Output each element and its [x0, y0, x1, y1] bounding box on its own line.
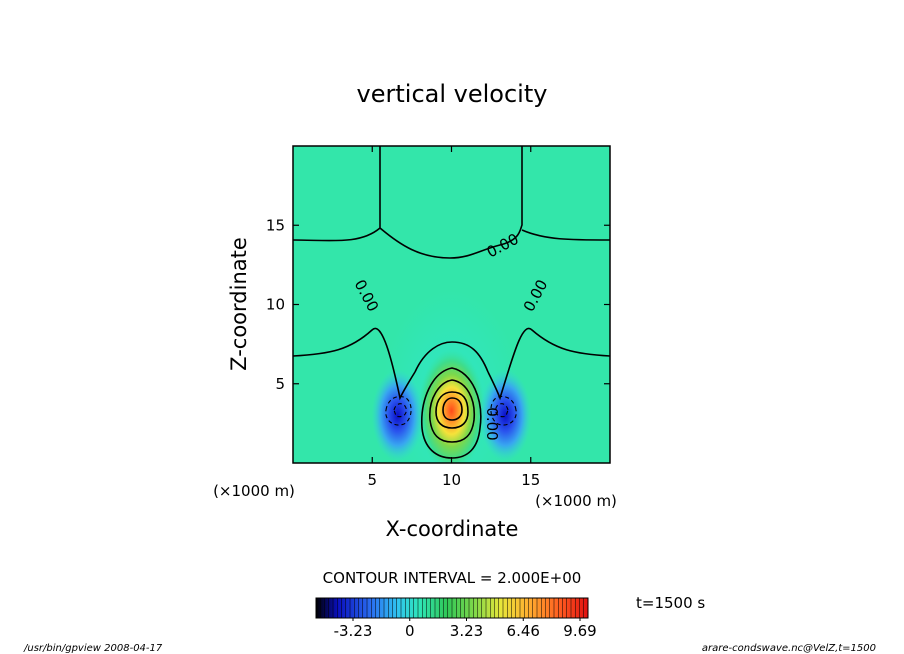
contour-4: [429, 379, 476, 443]
x-tick-label: 15: [521, 471, 540, 489]
x-axis-ticks: 5 10 15: [367, 146, 540, 489]
y-axis-ticks: 5 10 15: [266, 216, 610, 393]
colorbar-tick-label: 9.69: [563, 622, 596, 640]
time-label: t=1500 s: [636, 594, 705, 612]
chart-title: vertical velocity: [357, 80, 548, 108]
contour-zero-right: [487, 327, 610, 401]
colorbar-stripes: [320, 598, 584, 618]
x-axis-label: X-coordinate: [386, 517, 519, 541]
colorbar-tick-label: 6.46: [507, 622, 540, 640]
contour-neg-left-inner: [393, 403, 407, 418]
x-tick-label: 10: [442, 471, 461, 489]
contour-zero-mid: [414, 341, 489, 373]
contour-neg-right-inner: [495, 403, 509, 418]
velocity-field: 0.00 0.00 0.00 0.00: [293, 146, 610, 463]
contour-6: [435, 391, 469, 429]
y-tick-label: 5: [275, 375, 285, 393]
contour-lines: [293, 146, 610, 459]
colorbar-tick-label: -3.23: [334, 622, 373, 640]
colorbar-tick-label: 0: [405, 622, 415, 640]
contour-8: [442, 397, 463, 421]
downdraft-left: [371, 369, 424, 462]
contour-zero-left: [293, 327, 416, 401]
x-unit-left-label: (×1000 m): [213, 482, 295, 500]
negative-contours: [385, 395, 517, 426]
downdraft-right: [479, 369, 532, 462]
contour-label: 0.00: [483, 407, 501, 440]
contour-zero-top: [293, 146, 610, 259]
contour-interval-text: CONTOUR INTERVAL = 2.000E+00: [323, 569, 582, 587]
contour-neg-right: [490, 395, 517, 426]
footer-left: /usr/bin/gpview 2008-04-17: [23, 643, 163, 654]
x-tick-label: 5: [367, 471, 377, 489]
contour-neg-left: [385, 395, 412, 426]
y-axis-label: Z-coordinate: [227, 237, 251, 371]
colorbar-tick-label: 3.23: [450, 622, 483, 640]
colorbar: -3.23 0 3.23 6.46 9.69: [315, 597, 597, 640]
contour-2: [421, 367, 482, 459]
y-tick-label: 15: [266, 216, 285, 234]
y-tick-label: 10: [266, 296, 285, 314]
colorbar-ticks: -3.23 0 3.23 6.46 9.69: [334, 618, 597, 640]
x-unit-right-label: (×1000 m): [535, 492, 617, 510]
footer-right: arare-condswave.nc@VelZ,t=1500: [702, 643, 876, 654]
